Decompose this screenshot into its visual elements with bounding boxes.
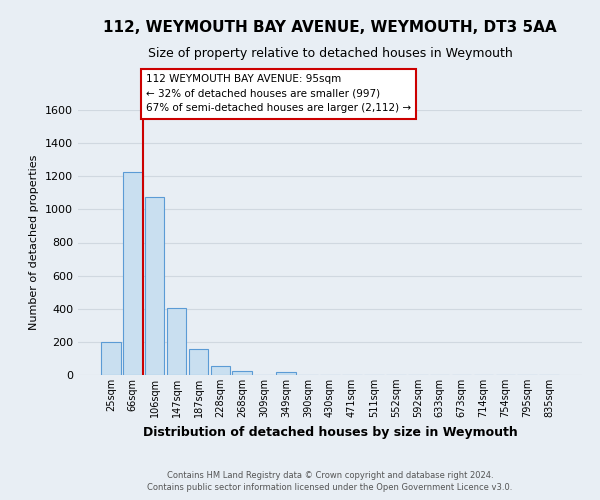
Bar [123,172,143,375]
Bar [101,342,121,375]
Bar [276,372,296,375]
Bar [145,197,164,375]
Bar [211,366,230,375]
Bar [167,308,187,375]
X-axis label: Distribution of detached houses by size in Weymouth: Distribution of detached houses by size … [143,426,517,438]
Text: Contains public sector information licensed under the Open Government Licence v3: Contains public sector information licen… [148,484,512,492]
Y-axis label: Number of detached properties: Number of detached properties [29,155,40,330]
Text: Size of property relative to detached houses in Weymouth: Size of property relative to detached ho… [148,48,512,60]
Text: Contains HM Land Registry data © Crown copyright and database right 2024.: Contains HM Land Registry data © Crown c… [167,471,493,480]
Bar [188,348,208,375]
Bar [232,371,252,375]
Text: 112, WEYMOUTH BAY AVENUE, WEYMOUTH, DT3 5AA: 112, WEYMOUTH BAY AVENUE, WEYMOUTH, DT3 … [103,20,557,35]
Text: 112 WEYMOUTH BAY AVENUE: 95sqm
← 32% of detached houses are smaller (997)
67% of: 112 WEYMOUTH BAY AVENUE: 95sqm ← 32% of … [146,74,411,114]
